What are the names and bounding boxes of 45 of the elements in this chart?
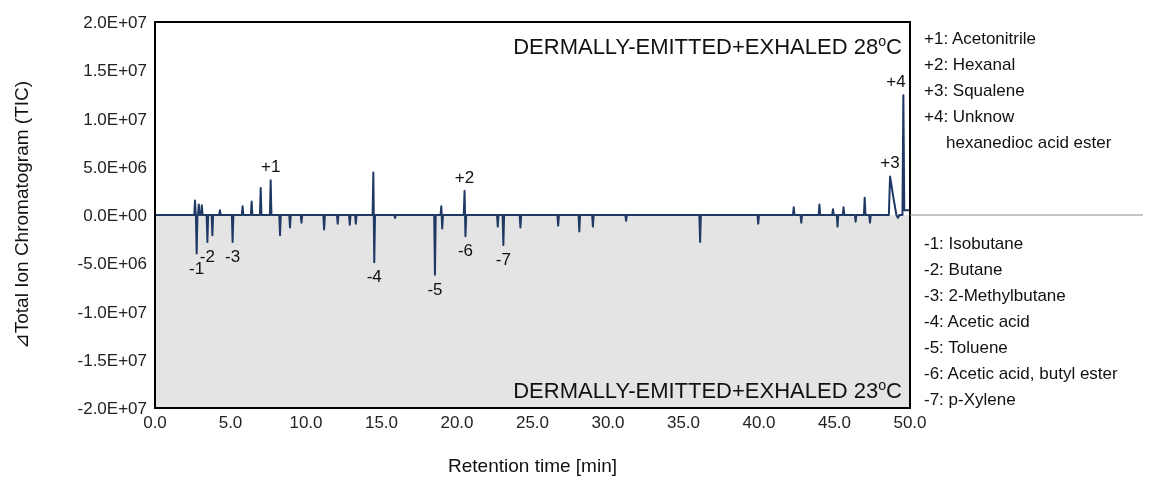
text: -4: Acetic acid <box>924 312 1030 331</box>
text: +1: Acetonitrile <box>924 29 1036 48</box>
text: -3: 2-Methylbutane <box>924 286 1066 305</box>
x-tick-label: 25.0 <box>515 413 550 433</box>
y-tick-label: -1.5E+07 <box>77 350 147 370</box>
annotation: +1 <box>260 157 281 177</box>
text: -5: Toluene <box>924 338 1008 357</box>
text: +2: Hexanal <box>924 55 1016 74</box>
x-tick-label: 5.0 <box>218 413 243 433</box>
annotation: -1 <box>189 258 205 278</box>
annotation: -5 <box>427 279 443 299</box>
x-tick-label: 10.0 <box>289 413 323 433</box>
text: +3: Squalene <box>924 81 1025 100</box>
annotation: DERMALLY-EMITTED+EXHALED 28$^{o}$C <box>513 33 903 59</box>
x-tick-label: 30.0 <box>591 413 625 433</box>
text: -7: p-Xylene <box>924 390 1016 409</box>
x-tick-label: 40.0 <box>742 413 776 433</box>
annotation: -3 <box>225 247 241 267</box>
annotation: +3 <box>880 153 900 173</box>
x-tick-label: 50.0 <box>893 413 927 433</box>
annotation: -6 <box>457 241 474 261</box>
x-tick-label: 15.0 <box>364 413 399 433</box>
annotation: -4 <box>366 267 382 287</box>
band-label: DERMALLY-EMITTED+EXHALED 23$^{o}$C <box>513 377 903 403</box>
y-tick-label: 5.0E+06 <box>83 157 147 177</box>
x-tick-label: 35.0 <box>666 413 701 433</box>
text: -2: Butane <box>924 260 1003 279</box>
y-tick-label: 1.5E+07 <box>83 61 147 81</box>
y-tick-label: -5.0E+06 <box>77 254 147 274</box>
y-tick-label: -1.0E+07 <box>77 302 147 322</box>
y-axis-title: ⊿Total Ion Chromatogram (TIC) <box>11 80 32 350</box>
y-tick-label: 1.0E+07 <box>83 109 147 129</box>
y-tick-label: 0.0E+00 <box>83 206 147 226</box>
text: -1: Isobutane <box>924 234 1024 253</box>
annotation: +4 <box>886 72 906 92</box>
annotation: -7 <box>495 249 511 269</box>
x-tick-label: 20.0 <box>440 413 474 433</box>
text: hexanedioc acid ester <box>946 133 1112 152</box>
text: -6: Acetic acid, butyl ester <box>924 364 1119 383</box>
x-tick-label: 0.0 <box>143 413 167 433</box>
x-tick-label: 45.0 <box>817 413 852 433</box>
text: +4: Unknow <box>924 107 1015 126</box>
y-tick-label: 2.0E+07 <box>83 13 147 33</box>
annotation: +2 <box>454 167 475 187</box>
x-axis-title: Retention time [min] <box>448 455 617 476</box>
